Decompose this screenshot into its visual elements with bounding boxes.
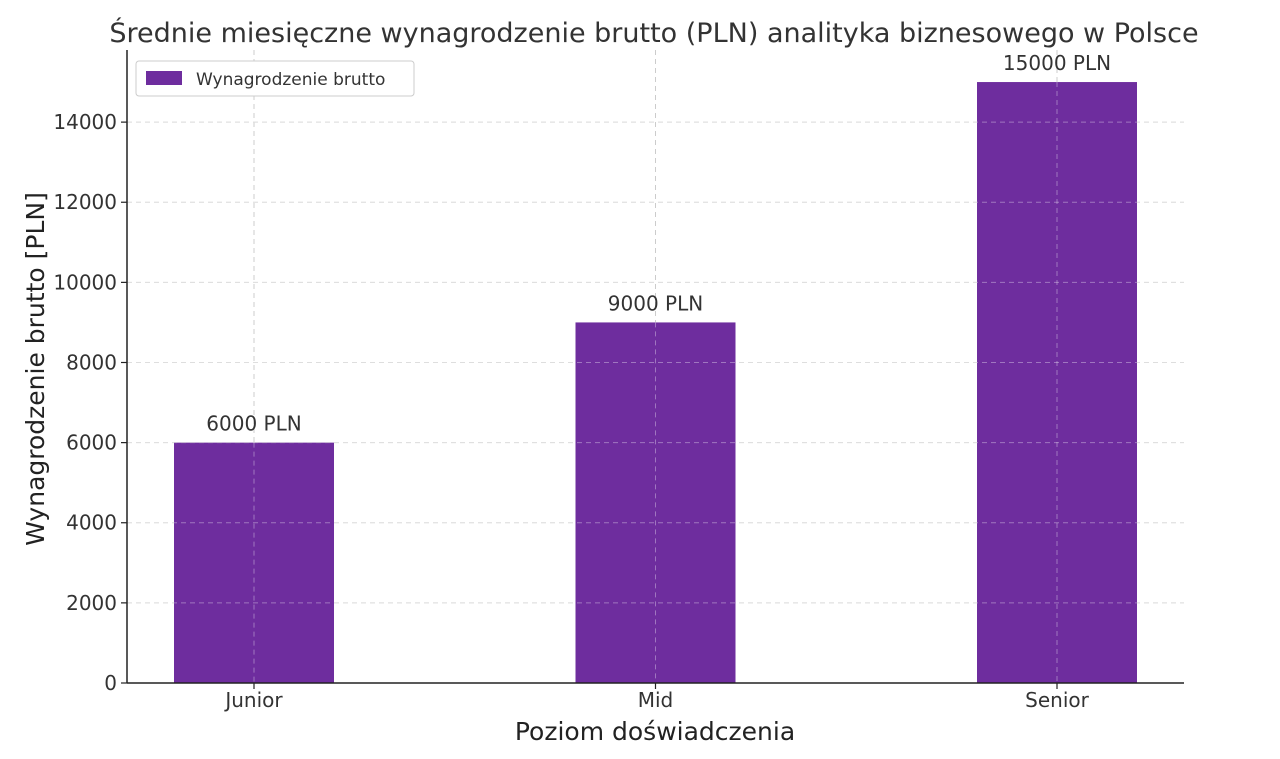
chart-title: Średnie miesięczne wynagrodzenie brutto …: [109, 17, 1198, 49]
y-axis-label: Wynagrodzenie brutto [PLN]: [21, 192, 50, 546]
legend: Wynagrodzenie brutto: [135, 60, 415, 97]
bar-senior: [977, 82, 1137, 683]
data-labels: 6000 PLN 9000 PLN 15000 PLN: [206, 51, 1111, 436]
x-tick-label: Senior: [1025, 688, 1089, 712]
y-tick-label: 12000: [53, 190, 117, 214]
bar-junior: [174, 442, 334, 683]
x-tick-label: Junior: [223, 688, 283, 712]
y-axis-ticks: 0 2000 4000 6000 8000 10000 12000 14000: [53, 110, 127, 695]
y-tick-label: 0: [104, 671, 117, 695]
y-tick-label: 8000: [66, 350, 117, 374]
y-tick-label: 2000: [66, 591, 117, 615]
x-tick-label: Mid: [638, 688, 674, 712]
x-axis-label: Poziom doświadczenia: [515, 717, 795, 746]
grid-overlay: [127, 82, 1184, 683]
y-tick-label: 14000: [53, 110, 117, 134]
bars: [127, 82, 1184, 683]
legend-label: Wynagrodzenie brutto: [196, 70, 385, 90]
data-label: 6000 PLN: [206, 412, 301, 436]
y-tick-label: 4000: [66, 511, 117, 535]
x-axis-ticks: Junior Mid Senior: [223, 683, 1090, 712]
y-tick-label: 10000: [53, 270, 117, 294]
legend-frame: [135, 60, 415, 97]
data-label: 15000 PLN: [1003, 51, 1111, 75]
y-tick-label: 6000: [66, 431, 117, 455]
bar-mid: [575, 322, 736, 683]
data-label: 9000 PLN: [608, 291, 703, 315]
legend-swatch: [146, 71, 182, 85]
